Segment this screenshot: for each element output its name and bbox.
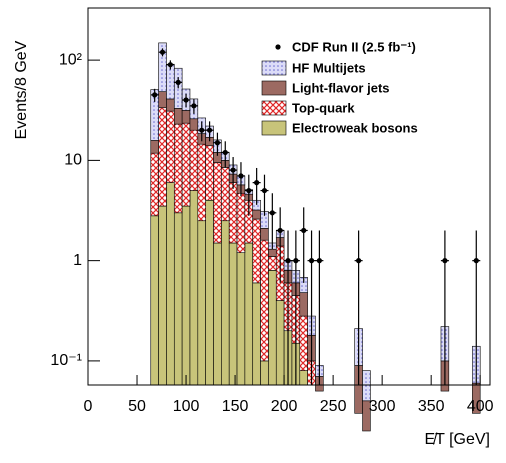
- histogram-bar: [197, 220, 206, 386]
- y-axis-label: Events/8 GeV: [13, 40, 30, 139]
- legend-label: Electroweak bosons: [292, 120, 418, 135]
- histogram-bar: [275, 300, 285, 386]
- histogram-bar: [213, 162, 222, 244]
- histogram-bar: [181, 205, 191, 386]
- y-tick-label: 1: [73, 252, 82, 269]
- legend-swatch: [261, 120, 287, 136]
- data-point: [442, 258, 448, 264]
- data-point: [214, 140, 221, 146]
- histogram-bar: [158, 91, 167, 109]
- x-tick-label: 250: [320, 398, 347, 415]
- histogram-bar: [158, 205, 167, 386]
- histogram-bar: [173, 212, 183, 386]
- histogram-bar: [166, 98, 175, 112]
- histogram-bar: [173, 108, 183, 125]
- y-tick-label: 10²: [59, 51, 83, 68]
- x-tick-label: 200: [271, 398, 298, 415]
- x-axis-label: E̸T [GeV]: [424, 431, 490, 448]
- data-point: [308, 258, 315, 264]
- y-tick-label: 10: [64, 152, 82, 169]
- legend-label: HF Multijets: [292, 60, 366, 75]
- histogram-bar: [189, 118, 199, 131]
- data-point: [152, 92, 158, 98]
- data-point: [293, 258, 299, 264]
- x-tick-label: 0: [84, 398, 93, 415]
- data-point: [473, 258, 479, 264]
- x-tick-label: 150: [222, 398, 249, 415]
- histogram-bar: [299, 370, 308, 386]
- histogram-bar: [189, 190, 199, 386]
- histogram-bar: [252, 209, 261, 220]
- data-point: [356, 258, 362, 264]
- histogram-bar: [260, 239, 269, 362]
- histogram-bar: [166, 110, 175, 183]
- data-point: [261, 187, 268, 194]
- histogram-bar: [236, 192, 246, 254]
- plot-frame: [87, 7, 491, 386]
- data-point: [238, 173, 244, 179]
- histogram-bar: [150, 152, 159, 217]
- x-tick-label: 400: [467, 398, 494, 415]
- histogram-bar: [299, 315, 308, 371]
- data-point: [285, 258, 291, 264]
- histogram-bar: [205, 145, 214, 201]
- data-point: [254, 180, 260, 186]
- histogram-bar: [205, 199, 214, 386]
- histogram-bar: [260, 360, 269, 386]
- histogram-bar: [268, 248, 277, 257]
- histogram-bar: [150, 140, 159, 154]
- x-tick-label: 100: [173, 398, 200, 415]
- histogram-bar: [362, 370, 371, 402]
- data-point: [199, 127, 205, 133]
- data-point: [222, 149, 228, 156]
- x-tick-label: 350: [418, 398, 445, 415]
- data-point: [183, 97, 189, 103]
- legend-label: CDF Run II (2.5 fb⁻¹): [292, 39, 416, 54]
- data-point: [191, 103, 197, 109]
- histogram-bar: [268, 270, 277, 386]
- y-tick-label: 10⁻¹: [50, 352, 82, 369]
- data-point: [246, 187, 252, 194]
- legend-marker: [275, 44, 281, 50]
- histogram-bar: [166, 182, 175, 386]
- legend-label: Light-flavor jets: [292, 80, 390, 95]
- data-point: [277, 227, 283, 234]
- legend-label: Top-quark: [292, 100, 355, 115]
- data-point: [206, 127, 213, 133]
- legend-swatch: [261, 80, 287, 96]
- histogram-bar: [252, 218, 261, 284]
- x-tick-label: 300: [369, 398, 396, 415]
- data-point: [175, 79, 181, 85]
- histogram-bar: [252, 282, 261, 386]
- data-point: [316, 258, 322, 264]
- histogram-bar: [268, 256, 277, 271]
- histogram-bar: [181, 110, 191, 124]
- histogram-bar: [228, 242, 238, 386]
- legend-swatch: [261, 60, 287, 76]
- histogram-bar: [150, 215, 159, 386]
- histogram-bar: [236, 252, 246, 386]
- histogram-bar: [189, 129, 199, 191]
- histogram-bar: [299, 292, 308, 317]
- x-tick-label: 50: [128, 398, 146, 415]
- data-point: [159, 49, 166, 55]
- histogram-bar: [228, 182, 238, 244]
- histogram-bar: [197, 143, 206, 222]
- histogram-bar: [221, 167, 230, 222]
- data-point: [167, 62, 173, 68]
- histogram-bar: [181, 122, 191, 207]
- histogram-bar: [221, 220, 230, 386]
- histogram-bar: [260, 228, 269, 241]
- histogram-bar: [244, 242, 254, 386]
- legend-swatch: [261, 100, 287, 116]
- data-point: [230, 167, 236, 173]
- histogram-bar: [173, 123, 183, 214]
- histogram-bar: [213, 242, 222, 386]
- data-point: [301, 227, 307, 234]
- histogram-bar: [158, 107, 167, 207]
- data-point: [269, 210, 275, 216]
